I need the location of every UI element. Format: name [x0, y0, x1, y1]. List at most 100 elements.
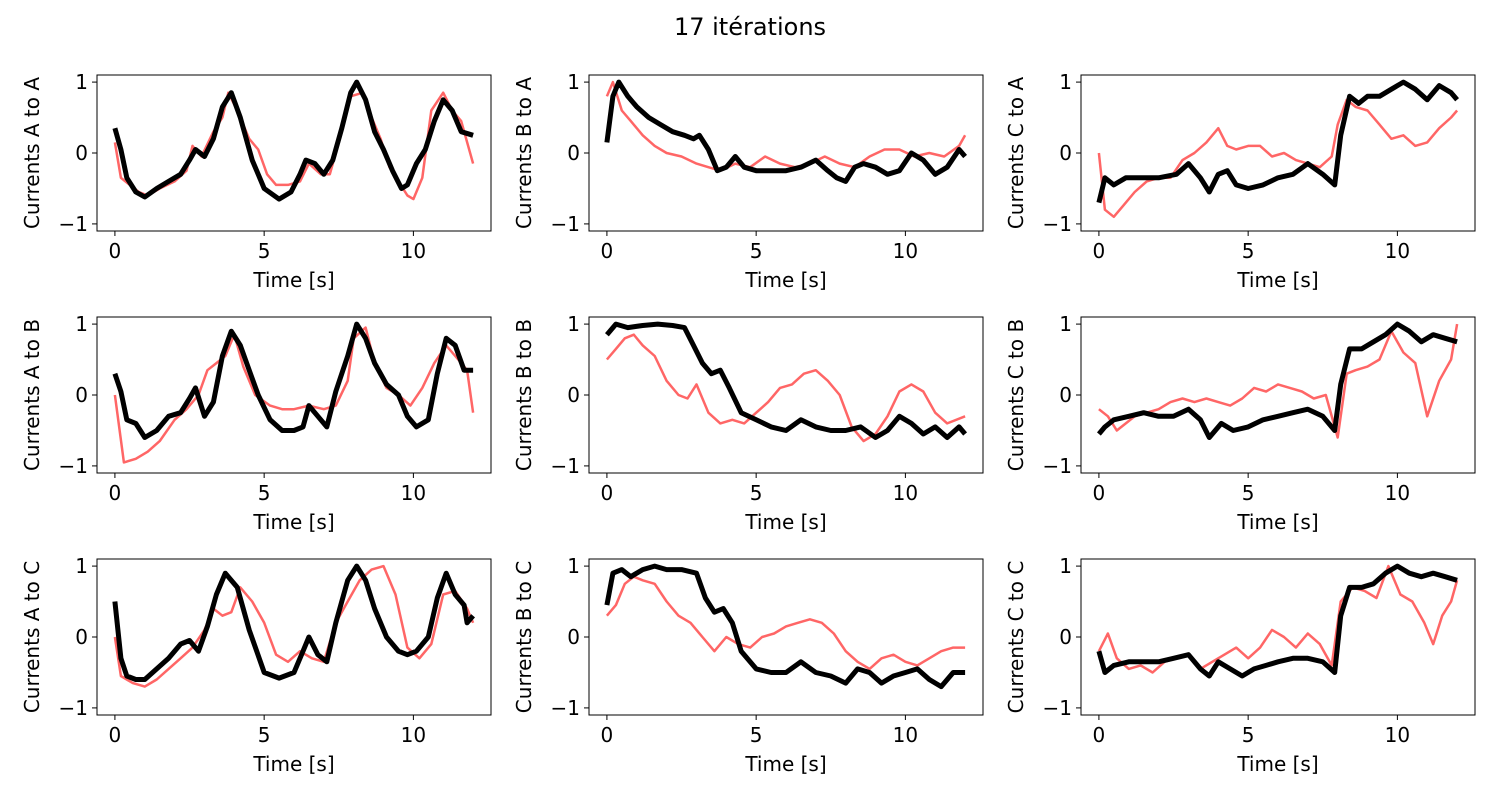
y-tick-label: 1 [1059, 312, 1072, 336]
y-tick-label: −1 [59, 454, 88, 478]
y-tick-label: 0 [75, 141, 88, 165]
x-axis-label: Time [s] [744, 752, 826, 776]
y-tick-label: 1 [567, 554, 580, 578]
subplot: 0 5 10 −1 0 1 Time [s] Currents A to A [20, 70, 492, 292]
x-tick-label: 0 [601, 239, 614, 263]
y-tick-label: 0 [567, 625, 580, 649]
x-tick-label: 5 [750, 481, 763, 505]
x-tick-label: 5 [258, 239, 271, 263]
y-tick-label: 1 [1059, 70, 1072, 94]
y-tick-label: 0 [75, 625, 88, 649]
x-tick-label: 0 [1093, 239, 1106, 263]
y-axis-label: Currents B to B [512, 319, 536, 471]
y-tick-label: −1 [59, 212, 88, 236]
series-line-red [605, 333, 966, 443]
y-tick-label: −1 [551, 212, 580, 236]
subplot: 0 5 10 −1 0 1 Time [s] Currents A to B [20, 312, 492, 534]
subplot: 0 5 10 −1 0 1 Time [s] Currents B to B [512, 312, 984, 534]
x-tick-label: 10 [1385, 239, 1410, 263]
x-axis-label: Time [s] [252, 510, 334, 534]
y-tick-label: 1 [567, 312, 580, 336]
y-axis-label: Currents A to B [20, 319, 44, 471]
y-tick-label: 0 [1059, 141, 1072, 165]
subplot: 0 5 10 −1 0 1 Time [s] Currents C to B [1004, 312, 1476, 534]
y-tick-label: −1 [59, 696, 88, 720]
x-tick-label: 0 [109, 481, 122, 505]
x-tick-label: 0 [601, 481, 614, 505]
plot-frame [96, 74, 492, 232]
y-axis-label: Currents B to C [512, 561, 536, 713]
x-axis-label: Time [s] [252, 752, 334, 776]
y-tick-label: 1 [75, 312, 88, 336]
series-line-black [604, 563, 966, 690]
x-tick-label: 0 [1093, 723, 1106, 747]
y-tick-label: −1 [1043, 696, 1072, 720]
x-tick-label: 5 [258, 481, 271, 505]
series-line-red [113, 326, 475, 464]
y-tick-label: 0 [75, 383, 88, 407]
x-tick-label: 0 [109, 723, 122, 747]
y-tick-label: 1 [75, 70, 88, 94]
y-tick-label: −1 [1043, 212, 1072, 236]
series-line-black [112, 79, 474, 202]
y-tick-label: 0 [1059, 383, 1072, 407]
y-tick-label: 1 [1059, 554, 1072, 578]
y-axis-label: Currents A to C [20, 561, 44, 713]
x-tick-label: 5 [750, 239, 763, 263]
subplot: 0 5 10 −1 0 1 Time [s] Currents C to A [1004, 70, 1476, 292]
series-line-red [1097, 564, 1459, 674]
y-tick-label: 1 [567, 70, 580, 94]
series-line-red [113, 564, 475, 688]
x-tick-label: 10 [893, 723, 918, 747]
subplot: 0 5 10 −1 0 1 Time [s] Currents C to C [1004, 554, 1476, 776]
y-axis-label: Currents C to A [1004, 77, 1028, 230]
subplot: 0 5 10 −1 0 1 Time [s] Currents B to C [512, 554, 984, 776]
series-line-black [604, 79, 967, 184]
x-tick-label: 5 [1242, 481, 1255, 505]
y-tick-label: 0 [567, 141, 580, 165]
y-axis-label: Currents B to A [512, 77, 536, 229]
x-tick-label: 10 [401, 481, 426, 505]
plot-frame [1080, 316, 1476, 474]
plot-frame [1080, 74, 1476, 232]
x-tick-label: 10 [893, 481, 918, 505]
y-tick-label: −1 [1043, 454, 1072, 478]
x-tick-label: 10 [1385, 481, 1410, 505]
x-tick-label: 5 [1242, 239, 1255, 263]
y-axis-label: Currents A to A [20, 77, 44, 229]
y-tick-label: 0 [1059, 625, 1072, 649]
series-line-black [112, 321, 474, 440]
figure-title: 17 itérations [674, 13, 826, 41]
y-tick-label: 0 [567, 383, 580, 407]
y-axis-label: Currents C to B [1004, 319, 1028, 471]
x-tick-label: 0 [601, 723, 614, 747]
series-line-red [605, 80, 967, 172]
x-tick-label: 0 [1093, 481, 1106, 505]
x-tick-label: 10 [401, 239, 426, 263]
subplot: 0 5 10 −1 0 1 Time [s] Currents B to A [512, 70, 984, 292]
x-axis-label: Time [s] [1236, 510, 1318, 534]
x-tick-label: 5 [1242, 723, 1255, 747]
series-line-black [1096, 563, 1458, 679]
series-line-red [1098, 323, 1459, 439]
subplot: 0 5 10 −1 0 1 Time [s] Currents A to C [20, 554, 492, 776]
series-line-red [1097, 98, 1459, 219]
x-axis-label: Time [s] [252, 268, 334, 292]
plot-frame [1080, 558, 1476, 716]
x-tick-label: 5 [750, 723, 763, 747]
x-tick-label: 10 [893, 239, 918, 263]
y-axis-label: Currents C to C [1004, 561, 1028, 714]
x-tick-label: 10 [401, 723, 426, 747]
series-line-red [605, 575, 966, 671]
y-tick-label: −1 [551, 696, 580, 720]
x-axis-label: Time [s] [1236, 268, 1318, 292]
x-tick-label: 0 [109, 239, 122, 263]
series-line-black [1096, 321, 1458, 440]
series-line-black [604, 321, 968, 440]
x-axis-label: Time [s] [1236, 752, 1318, 776]
x-tick-label: 10 [1385, 723, 1410, 747]
series-line-black [112, 563, 476, 682]
y-tick-label: 1 [75, 554, 88, 578]
